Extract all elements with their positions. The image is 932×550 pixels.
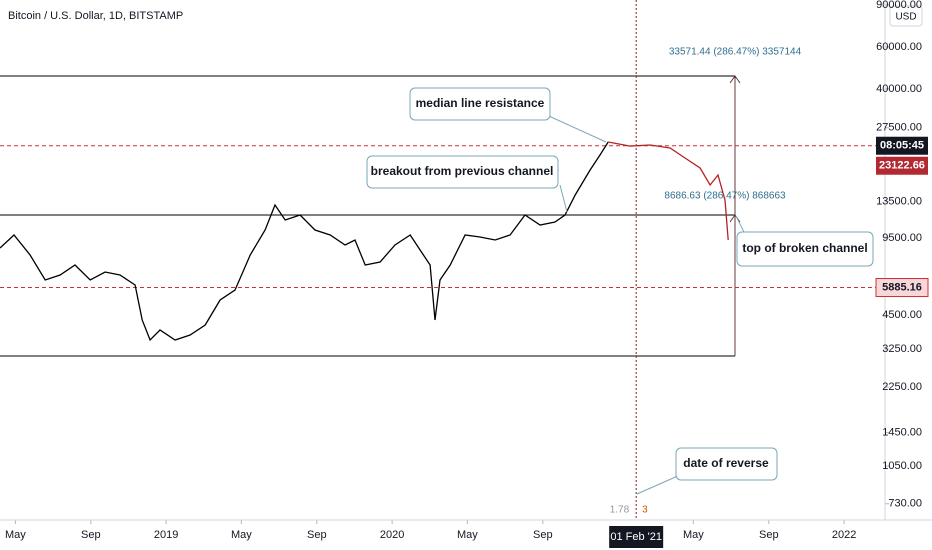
measure-arrow-head: [729, 75, 741, 84]
callout-box: [736, 231, 874, 267]
measure-label: 8686.63 (286.47%) 868663: [664, 191, 786, 202]
x-tick-label: May: [683, 529, 704, 541]
price-box: [875, 278, 929, 298]
y-tick-label: 730.00: [888, 498, 922, 510]
y-tick-label: 13500.00: [876, 195, 922, 207]
x-tick-label: Sep: [81, 529, 101, 541]
x-tick-label: May: [231, 529, 252, 541]
callout-text: top of broken channel: [742, 241, 867, 255]
y-tick-label: 90000.00: [876, 0, 922, 11]
x-tick-label: May: [457, 529, 478, 541]
crosshair-label: 01 Feb '21: [610, 531, 662, 543]
price-line: [0, 141, 609, 342]
callout-text: median line resistance: [416, 96, 545, 110]
currency-box: [889, 5, 923, 27]
callout-pointer: [636, 474, 681, 495]
callout-text: breakout from previous channel: [371, 164, 554, 178]
y-tick-label: 9500.00: [882, 232, 922, 244]
x-tick-label: 2020: [380, 529, 404, 541]
crosshair-box: [609, 526, 664, 548]
callout-box: [675, 447, 778, 481]
x-tick-label: 2022: [832, 529, 856, 541]
y-tick-label: 3250.00: [882, 343, 922, 355]
callout-pointer: [559, 184, 568, 213]
countdown-box: [876, 136, 928, 155]
x-tick-label: Sep: [533, 529, 553, 541]
y-tick-label: 4500.00: [882, 309, 922, 321]
countdown: 08:05:45: [880, 140, 924, 152]
crosshair-note: 3: [642, 505, 648, 516]
x-tick-label: Sep: [759, 529, 779, 541]
x-tick-label: 2019: [154, 529, 178, 541]
y-tick-label: 60000.00: [876, 41, 922, 53]
measure-label: 33571.44 (286.47%) 3357144: [669, 47, 802, 58]
currency: USD: [895, 12, 916, 23]
x-tick-label: Sep: [307, 529, 327, 541]
callout-text: date of reverse: [683, 456, 769, 470]
y-tick-label: 40000.00: [876, 83, 922, 95]
y-tick-label: 2250.00: [882, 381, 922, 393]
x-tick-label: May: [5, 529, 26, 541]
crosshair-note: 1.78: [610, 505, 630, 516]
y-tick-label: 1050.00: [882, 460, 922, 472]
chart-title: Bitcoin / U.S. Dollar, 1D, BITSTAMP: [8, 10, 183, 22]
callout-pointer: [539, 111, 607, 143]
price-label: 23122.66: [879, 160, 925, 172]
price-line: [608, 141, 729, 241]
y-tick-label: 27500.00: [876, 122, 922, 134]
price-box: [876, 156, 928, 175]
callout-box: [409, 87, 551, 121]
callout-box: [366, 155, 559, 189]
y-tick-label: 1450.00: [882, 427, 922, 439]
callout-pointer: [735, 215, 746, 235]
price-label: 5885.16: [882, 281, 922, 293]
